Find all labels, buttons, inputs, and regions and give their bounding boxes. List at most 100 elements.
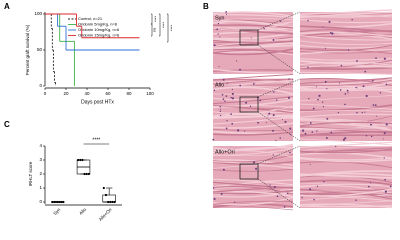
nucleus xyxy=(337,111,340,114)
x-tick-label: 40 xyxy=(84,91,90,96)
nucleus xyxy=(222,168,225,171)
significance-label: **** xyxy=(92,137,100,143)
nucleus xyxy=(311,131,314,133)
nucleus xyxy=(362,85,365,88)
tissue-fiber xyxy=(212,178,294,186)
nucleus xyxy=(244,130,246,132)
nucleus xyxy=(365,94,368,98)
nucleus xyxy=(265,122,267,124)
tissue-fiber xyxy=(212,122,294,129)
inset-box xyxy=(239,29,259,46)
tissue-fiber xyxy=(299,141,393,148)
x-tick-label: 20 xyxy=(63,91,69,96)
tissue-fiber xyxy=(299,18,393,24)
nucleus xyxy=(342,138,346,141)
legend-label: Oridonin 5mg/Kg, n=8 xyxy=(78,22,118,27)
significance-bracket xyxy=(151,13,153,25)
nucleus xyxy=(236,60,238,62)
tissue-fiber xyxy=(299,50,393,54)
inset-box xyxy=(239,96,259,113)
tissue-fiber xyxy=(212,148,294,156)
tissue-fiber xyxy=(299,110,393,113)
tissue-fiber xyxy=(212,181,294,189)
nucleus xyxy=(338,82,341,84)
tissue-fiber xyxy=(212,41,294,50)
tissue-fiber xyxy=(212,191,294,198)
nucleus xyxy=(318,94,321,97)
nucleus xyxy=(220,192,223,195)
nucleus xyxy=(245,101,248,104)
tissue-fiber xyxy=(299,113,393,119)
y-tick-label: 100 xyxy=(34,11,42,16)
tissue-fiber xyxy=(212,165,294,169)
nucleus xyxy=(385,123,388,126)
row-label: Allo xyxy=(215,82,224,88)
histology-image xyxy=(213,146,293,208)
nucleus xyxy=(325,136,328,139)
tissue-fiber xyxy=(212,19,294,26)
nucleus xyxy=(367,185,370,188)
nucleus xyxy=(250,37,252,39)
tissue-fiber xyxy=(212,150,294,158)
significance-bracket xyxy=(167,13,169,43)
tissue-fiber xyxy=(299,173,393,179)
x-tick-label: Allo xyxy=(78,207,87,216)
significance-label: **** xyxy=(152,16,157,23)
tissue-fiber xyxy=(212,200,294,205)
tissue-fiber xyxy=(299,61,393,66)
y-axis-title: Percent graft survival (%) xyxy=(25,24,30,75)
nucleus xyxy=(222,78,225,81)
nucleus xyxy=(283,206,286,208)
nucleus xyxy=(221,93,224,96)
nucleus xyxy=(370,135,373,138)
nucleus xyxy=(230,96,233,99)
tissue-fiber xyxy=(299,148,393,154)
tissue-fiber xyxy=(212,86,294,96)
nucleus xyxy=(339,89,342,91)
tissue-fiber xyxy=(212,39,294,44)
y-tick-label: 1 xyxy=(39,185,42,190)
nucleus xyxy=(222,98,225,100)
nucleus xyxy=(326,117,329,120)
data-point xyxy=(62,200,65,204)
tissue-fiber xyxy=(212,179,294,188)
tissue-fiber xyxy=(212,129,294,131)
nucleus xyxy=(272,39,275,41)
data-point xyxy=(87,172,90,176)
nucleus xyxy=(225,95,228,97)
nucleus xyxy=(316,185,319,187)
data-point xyxy=(83,172,86,176)
inset-link xyxy=(257,111,301,142)
nucleus xyxy=(289,151,291,154)
tissue-fiber xyxy=(299,147,393,154)
nucleus xyxy=(237,129,240,132)
nucleus xyxy=(273,186,276,188)
x-tick-label: 100 xyxy=(146,91,154,96)
nucleus xyxy=(276,99,278,101)
nucleus xyxy=(217,22,220,25)
nucleus xyxy=(351,18,353,21)
nucleus xyxy=(267,115,269,117)
nucleus xyxy=(385,83,388,86)
tissue-fiber xyxy=(212,24,294,29)
nucleus xyxy=(275,139,277,142)
nucleus xyxy=(324,80,327,83)
tissue-fiber xyxy=(212,105,294,114)
tissue-fiber xyxy=(212,68,294,74)
nucleus xyxy=(347,92,349,94)
nucleus xyxy=(239,68,241,71)
x-axis-title: Days post HTx xyxy=(81,99,114,105)
nucleus xyxy=(365,135,368,137)
nucleus xyxy=(375,57,377,59)
nucleus xyxy=(216,28,218,31)
tissue-fiber xyxy=(299,57,393,61)
tissue-fiber xyxy=(299,152,393,160)
row-label: Syn xyxy=(215,15,224,21)
nucleus xyxy=(219,110,221,112)
nucleus xyxy=(252,83,255,85)
data-point xyxy=(102,186,105,190)
inset-link xyxy=(257,11,301,31)
tissue-fiber xyxy=(299,156,393,161)
nucleus xyxy=(213,44,216,47)
data-point xyxy=(85,172,88,176)
